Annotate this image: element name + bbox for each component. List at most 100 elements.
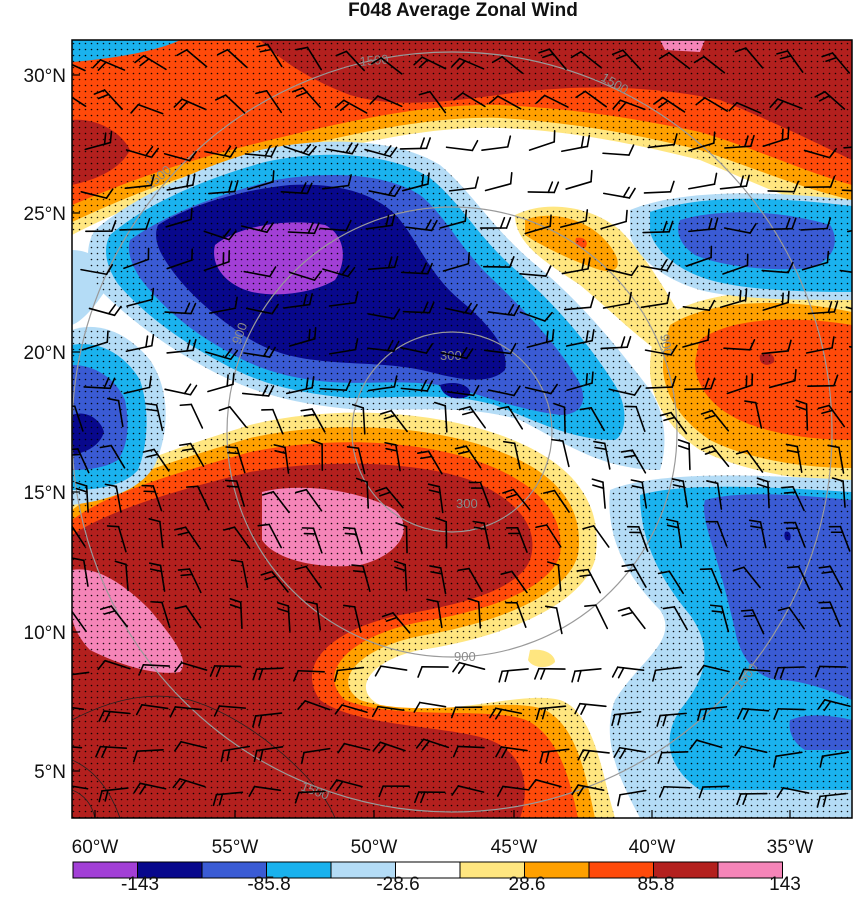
wind-barb [371,705,405,718]
wind-barb [688,131,716,152]
wind-barb [519,265,552,277]
colorbar-label: 143 [769,874,801,895]
colorbar-label: -85.8 [247,874,290,895]
wind-barb [138,664,171,676]
wind-barb [370,57,403,75]
wind-barb [328,291,359,307]
wind-barb [505,601,527,628]
wind-barb [114,560,129,592]
wind-barb [546,561,562,592]
wind-barb [696,664,730,676]
wind-barb [429,565,447,595]
wind-barb [283,293,313,309]
wind-barb [134,54,167,71]
wind-barb [204,145,238,158]
small-yellow-blob [528,649,555,668]
wind-barb [723,339,756,351]
wind-barb [611,710,642,727]
wind-barb [593,440,611,470]
map-frame [71,39,853,819]
wind-barb [209,665,242,678]
wind-barb [395,522,408,554]
wind-barb [104,483,122,513]
wind-barb [288,270,323,281]
wind-barb [570,50,603,69]
wind-barb [762,290,790,311]
wind-barb [817,404,846,428]
lat-label: 20°N [24,343,66,364]
wind-barb [807,374,839,387]
wind-barb [257,523,282,549]
wind-barb [107,397,124,428]
wind-barb [457,567,483,592]
wind-barb [738,668,771,681]
wind-barb [179,403,204,429]
wind-barb [502,488,531,511]
wind-barb [795,399,809,431]
lon-label: 40°W [629,837,676,858]
wind-barb [85,220,117,233]
wind-barb [80,188,114,199]
wind-barb [346,445,366,475]
wind-barb [719,288,748,309]
wind-barb [295,46,323,71]
lat-label: 30°N [24,66,66,87]
wind-barb [364,145,398,158]
wind-barb [335,50,365,72]
wind-barb [319,379,352,392]
wind-barb [177,568,202,594]
wind-barb [500,570,528,594]
wind-barb [83,377,116,390]
colorbar-label: -143 [121,874,159,895]
ring-label: 300 [456,496,478,511]
wind-barb [839,269,852,274]
wind-barb [337,742,371,754]
wind-barb [300,408,326,433]
wind-barb [626,525,649,553]
wind-barb [333,666,365,682]
wind-barb [433,401,448,433]
wind-barb [723,222,757,234]
wind-barb [491,55,524,74]
lon-label: 60°W [72,837,119,858]
wind-barb [247,170,275,191]
wind-barb [756,477,770,509]
wind-barb [736,792,768,806]
wind-barb [682,299,716,312]
wind-barb [534,667,566,680]
wind-barb [119,217,151,231]
wind-barb [207,372,235,393]
wind-barb [539,748,570,764]
wind-barb [722,253,749,275]
wind-barb [740,609,765,635]
stipple-ul [88,141,665,470]
wind-barb [203,228,237,241]
wind-barb [677,439,691,471]
wind-barb [368,184,402,197]
wind-barb [203,249,231,272]
wind-barb [92,59,126,71]
wind-barb [220,745,251,763]
wind-barb [682,328,710,348]
wind-barb [560,209,589,228]
wind-barb [440,347,474,360]
wind-barb [495,746,528,759]
wind-barb [693,55,726,74]
lon-labels: 60°W 55°W 50°W 45°W 40°W 35°W [72,837,814,858]
wind-barb [698,785,730,799]
wind-barb [72,96,87,107]
wind-barb [685,245,713,267]
wind-barb [123,375,152,395]
wind-barb [484,172,513,192]
wind-barb [97,659,131,671]
wind-barb [602,186,636,199]
wind-barb [166,173,196,191]
wind-barb [322,265,356,278]
wind-barb [444,302,478,315]
wind-barb [700,409,730,432]
wind-barb [735,450,764,473]
wind-barb [700,445,730,468]
wind-barb [378,785,410,798]
wind-barb [571,667,602,683]
wind-barb [176,49,208,68]
